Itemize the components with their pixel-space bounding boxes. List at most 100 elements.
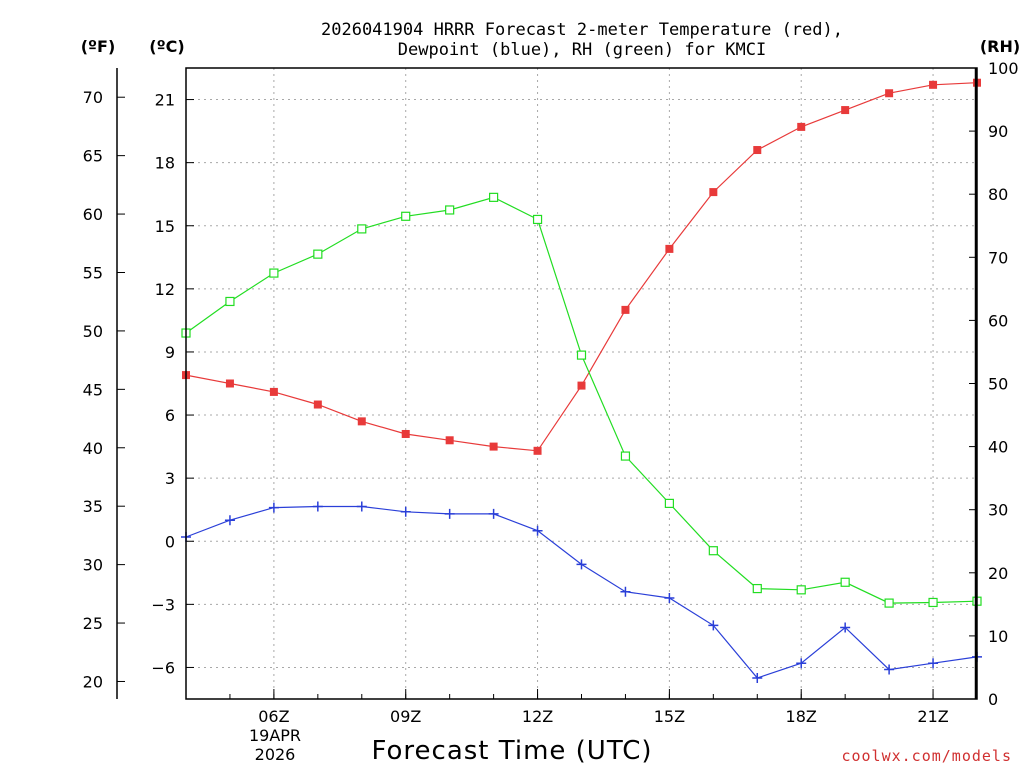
fahrenheit-tick-label: 50 — [83, 322, 103, 341]
celsius-tick-label: −6 — [151, 658, 175, 677]
temperature-point — [797, 122, 806, 131]
temperature-point — [885, 89, 894, 98]
time-tick-label: 15Z — [654, 707, 685, 726]
temperature-point — [313, 400, 322, 409]
time-axis: 06Z 09Z 12Z 15Z 18Z 21Z — [185, 689, 978, 726]
rh-tick-label: 80 — [988, 185, 1008, 204]
celsius-tick-label: 15 — [155, 217, 175, 236]
x-axis-title: Forecast Time (UTC) — [371, 736, 652, 766]
rh-tick-label: 10 — [988, 627, 1008, 646]
dewpoint-point — [268, 502, 279, 513]
rh-tick-label: 20 — [988, 564, 1008, 583]
rh-point — [225, 296, 235, 307]
dewpoint-point — [576, 559, 587, 570]
rh-point — [269, 268, 279, 278]
rh-point — [708, 546, 718, 556]
celsius-tick-label: 12 — [155, 280, 175, 299]
rh-point — [313, 249, 323, 259]
rh-point — [445, 205, 455, 215]
dewpoint-point — [356, 501, 367, 512]
temperature-point — [665, 244, 674, 253]
dewpoint-point — [532, 525, 543, 536]
celsius-tick-label: −3 — [151, 595, 175, 614]
temperature-point — [577, 381, 586, 390]
rh-point — [884, 598, 894, 608]
fahrenheit-tick-label: 20 — [83, 672, 103, 691]
series-line — [185, 505, 978, 679]
celsius-tick-label: 3 — [165, 469, 175, 488]
dewpoint-point — [708, 620, 719, 631]
dewpoint-point — [796, 658, 807, 669]
rh-tick-label: 90 — [988, 122, 1008, 141]
series-plus — [181, 501, 982, 683]
fahrenheit-tick-label: 40 — [83, 439, 103, 458]
dewpoint-point — [444, 508, 455, 519]
rh-tick-label: 100 — [988, 59, 1019, 78]
fahrenheit-tick-label: 70 — [83, 88, 103, 107]
fahrenheit-tick-label: 55 — [83, 263, 103, 282]
rh-tick-label: 30 — [988, 501, 1008, 520]
dewpoint-point — [928, 658, 939, 669]
temperature-point — [489, 442, 498, 451]
rh-point — [928, 597, 938, 608]
rh-point — [532, 214, 543, 225]
rh-point — [357, 224, 367, 234]
rh-point — [664, 498, 674, 508]
temperature-point — [401, 429, 410, 438]
celsius-tick-label: 6 — [165, 406, 175, 425]
time-tick-label: 21Z — [917, 707, 948, 726]
dewpoint-point — [488, 508, 499, 519]
fahrenheit-tick-label: 45 — [83, 380, 103, 399]
rh-tick-label: 70 — [988, 248, 1008, 267]
rh-tick-label: 50 — [988, 375, 1008, 394]
temperature-point — [269, 387, 278, 396]
date-year-label: 2026 — [255, 745, 296, 764]
temperature-point — [841, 106, 850, 115]
celsius-axis: −6 −3 0 3 6 9 12 15 18 21 — [151, 91, 194, 677]
series-open-square — [181, 192, 982, 608]
time-tick-label: 06Z — [258, 707, 289, 726]
rh-tick-label: 40 — [988, 438, 1008, 457]
date-day-label: 19APR — [249, 726, 301, 745]
celsius-tick-label: 21 — [155, 91, 175, 110]
rh-tick-label: 60 — [988, 311, 1008, 330]
rh-point — [796, 585, 806, 595]
time-tick-label: 09Z — [390, 707, 421, 726]
rh-point — [489, 192, 499, 202]
celsius-tick-label: 9 — [165, 343, 175, 362]
dewpoint-point — [312, 501, 323, 512]
temperature-point — [225, 379, 234, 388]
rh-axis: 0 10 20 30 40 50 60 70 80 90 100 — [969, 59, 1019, 709]
chart-title-line-2: Dewpoint (blue), RH (green) for KMCI — [398, 40, 766, 60]
fahrenheit-tick-label: 65 — [83, 147, 103, 166]
dewpoint-point — [620, 586, 631, 597]
fahrenheit-tick-label: 30 — [83, 556, 103, 575]
temperature-point — [709, 188, 718, 197]
dewpoint-point — [400, 506, 411, 517]
temperature-point — [445, 436, 454, 445]
credit-label: coolwx.com/models — [841, 747, 1012, 765]
fahrenheit-axis: 20 25 30 35 40 45 50 55 60 65 70 — [83, 88, 125, 691]
series-line — [185, 82, 978, 452]
dewpoint-point — [752, 672, 763, 683]
temperature-point — [753, 146, 762, 155]
celsius-tick-label: 0 — [165, 532, 175, 551]
temperature-point — [929, 80, 938, 89]
dewpoint-point — [664, 593, 675, 604]
fahrenheit-unit-label: (ºF) — [81, 37, 116, 56]
time-tick-label: 18Z — [786, 707, 817, 726]
time-tick-label: 12Z — [522, 707, 553, 726]
fahrenheit-tick-label: 35 — [83, 497, 103, 516]
series-filled-square — [182, 78, 981, 455]
rh-point — [620, 451, 631, 461]
rh-point — [752, 583, 762, 594]
celsius-tick-label: 18 — [155, 154, 175, 173]
temperature-point — [533, 446, 542, 455]
temperature-point — [621, 305, 630, 314]
rh-point — [576, 350, 587, 360]
chart-title-line-1: 2026041904 HRRR Forecast 2-meter Tempera… — [321, 20, 843, 40]
rh-point — [401, 211, 411, 221]
celsius-unit-label: (ºC) — [149, 37, 184, 56]
dewpoint-point — [840, 622, 851, 633]
